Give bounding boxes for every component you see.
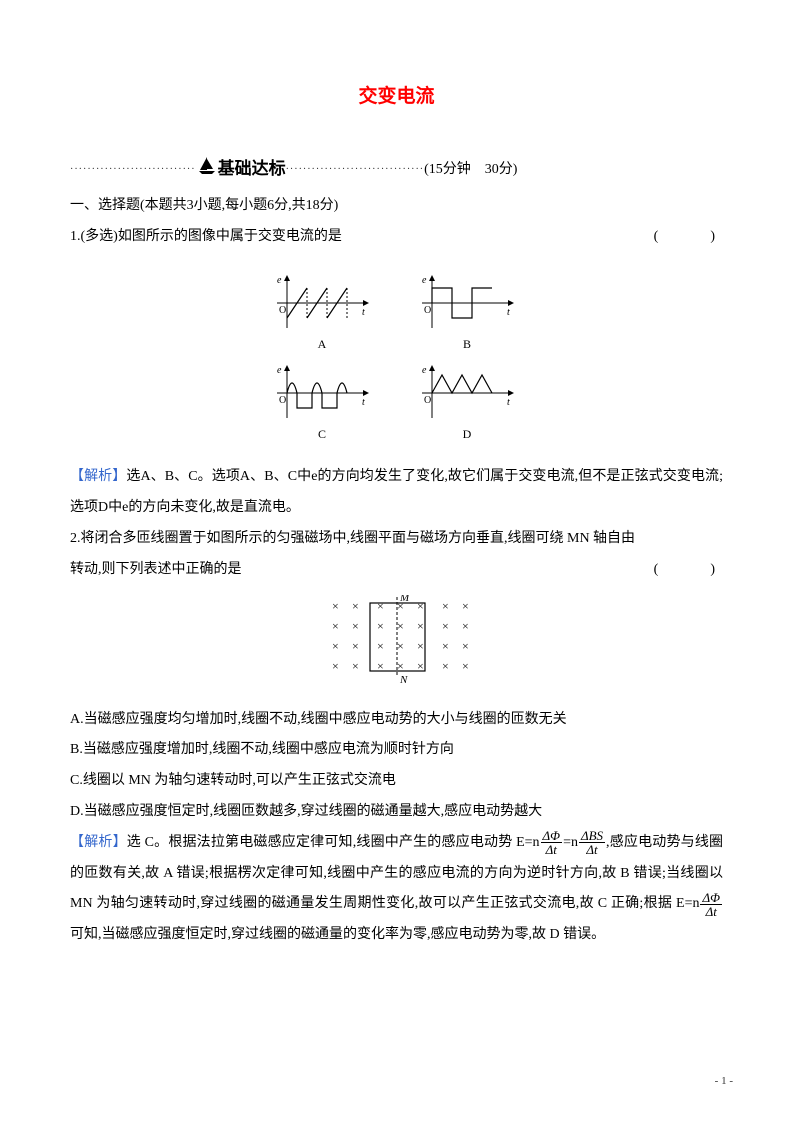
page-number: - 1 -: [715, 1072, 733, 1092]
q2-stem1: 2.将闭合多匝线圈置于如图所示的匀强磁场中,线圈平面与磁场方向垂直,线圈可绕 M…: [70, 524, 723, 555]
axis-e: e: [277, 365, 282, 376]
svg-text:×: ×: [462, 619, 469, 633]
svg-text:×: ×: [352, 659, 359, 673]
section-header-row: ····························· 基础达标 ·····…: [70, 154, 723, 185]
axis-t: t: [507, 397, 510, 408]
q2-opt-d: D.当磁感应强度恒定时,线圈匝数越多,穿过线圈的磁通量越大,感应电动势越大: [70, 797, 723, 828]
dotted-line-left: ·····························: [70, 161, 196, 179]
svg-text:×: ×: [462, 599, 469, 613]
axis-e: e: [422, 275, 427, 286]
svg-text:×: ×: [377, 619, 384, 633]
svg-text:×: ×: [377, 639, 384, 653]
axis-e: e: [277, 275, 282, 286]
svg-text:×: ×: [352, 619, 359, 633]
sailboat-icon: [196, 154, 218, 185]
label-A: A: [317, 337, 326, 351]
axis-t: t: [362, 307, 365, 318]
answer-bracket-open: 【: [70, 835, 84, 850]
q2-paren: ( ): [654, 555, 723, 586]
q2-stem2: 转动,则下列表述中正确的是: [70, 555, 242, 586]
axis-t: t: [362, 397, 365, 408]
q1-stem-row: 1.(多选)如图所示的图像中属于交变电流的是 ( ): [70, 222, 723, 253]
q1-stem: 1.(多选)如图所示的图像中属于交变电流的是: [70, 222, 342, 253]
axis-O: O: [279, 305, 286, 316]
svg-text:×: ×: [397, 639, 404, 653]
axis-O: O: [424, 395, 431, 406]
time-info: (15分钟 30分): [424, 157, 517, 182]
q2-answer-text3: 可知,当磁感应强度恒定时,穿过线圈的磁通量的变化率为零,感应电动势为零,故 D …: [70, 927, 605, 942]
page-title: 交变电流: [70, 80, 723, 114]
svg-text:×: ×: [462, 659, 469, 673]
q1-answer-text: 选A、B、C。选项A、B、C中e的方向均发生了变化,故它们属于交变电流,但不是正…: [70, 469, 723, 515]
svg-text:×: ×: [462, 639, 469, 653]
fraction-3: ΔΦΔt: [700, 891, 722, 918]
answer-tag: 解析: [84, 835, 112, 850]
svg-text:×: ×: [332, 599, 339, 613]
q1-answer: 【解析】选A、B、C。选项A、B、C中e的方向均发生了变化,故它们属于交变电流,…: [70, 462, 723, 524]
q1-paren: ( ): [654, 222, 723, 253]
dotted-line-right: ································: [286, 161, 425, 179]
label-C: C: [317, 427, 325, 441]
svg-text:×: ×: [417, 619, 424, 633]
svg-text:×: ×: [332, 619, 339, 633]
answer-bracket-open: 【: [70, 469, 84, 484]
label-D: D: [462, 427, 471, 441]
section-label-text: 基础达标: [218, 154, 286, 185]
svg-text:×: ×: [442, 659, 449, 673]
answer-tag: 解析: [84, 469, 112, 484]
svg-text:×: ×: [442, 639, 449, 653]
svg-text:×: ×: [417, 639, 424, 653]
answer-bracket-close: 】: [113, 835, 127, 850]
svg-text:×: ×: [352, 639, 359, 653]
q1-figure: e O t A e O t: [70, 263, 723, 452]
page: 交变电流 ····························· 基础达标 …: [0, 0, 793, 1122]
heading-1: 一、选择题(本题共3小题,每小题6分,共18分): [70, 191, 723, 222]
q2-opt-c: C.线圈以 MN 为轴匀速转动时,可以产生正弦式交流电: [70, 766, 723, 797]
label-B: B: [462, 337, 470, 351]
fraction-2: ΔBSΔt: [579, 829, 605, 856]
q2-figure: ×× ××× ×× ×× ××× ×× ×× ××× ×× ×× ××× ×× …: [70, 595, 723, 694]
axis-e: e: [422, 365, 427, 376]
fraction-1: ΔΦΔt: [541, 829, 563, 856]
q2-opt-a: A.当磁感应强度均匀增加时,线圈不动,线圈中感应电动势的大小与线圈的匝数无关: [70, 705, 723, 736]
svg-text:×: ×: [397, 619, 404, 633]
svg-text:×: ×: [332, 659, 339, 673]
svg-text:×: ×: [442, 599, 449, 613]
axis-t: t: [507, 307, 510, 318]
svg-text:×: ×: [352, 599, 359, 613]
svg-text:×: ×: [377, 599, 384, 613]
q2-opt-b: B.当磁感应强度增加时,线圈不动,线圈中感应电流为顺时针方向: [70, 735, 723, 766]
q2-stem-row: 转动,则下列表述中正确的是 ( ): [70, 555, 723, 586]
axis-O: O: [424, 305, 431, 316]
q2-answer: 【解析】选 C。根据法拉第电磁感应定律可知,线圈中产生的感应电动势 E=nΔΦΔ…: [70, 828, 723, 951]
label-M: M: [399, 595, 410, 604]
label-N: N: [399, 674, 408, 685]
svg-text:×: ×: [332, 639, 339, 653]
q2-answer-text1: 选 C。根据法拉第电磁感应定律可知,线圈中产生的感应电动势 E=n: [127, 835, 540, 850]
axis-O: O: [279, 395, 286, 406]
fraction-eq: =n: [563, 835, 578, 850]
answer-bracket-close: 】: [112, 469, 126, 484]
svg-text:×: ×: [442, 619, 449, 633]
svg-text:×: ×: [417, 599, 424, 613]
